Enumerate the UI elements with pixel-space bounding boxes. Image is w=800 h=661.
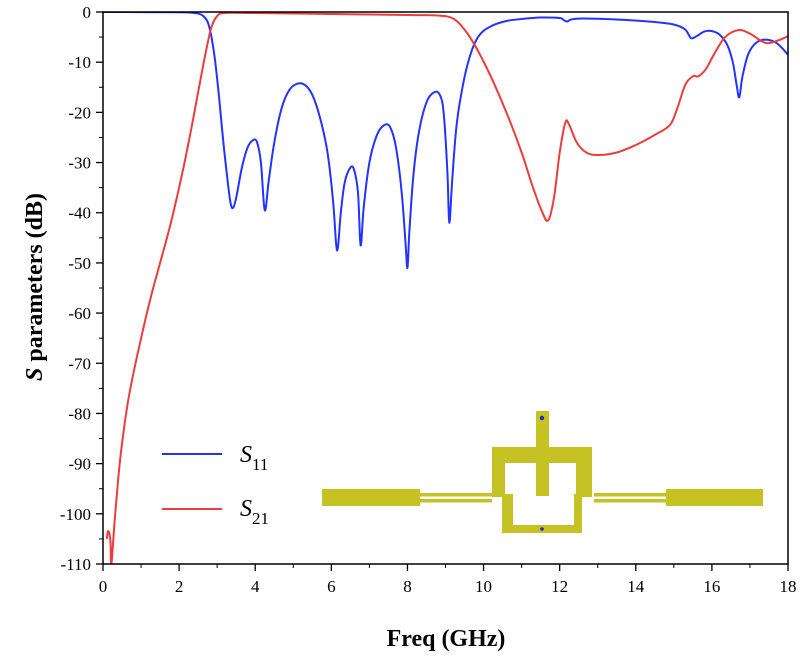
legend-label-s11: S11 xyxy=(240,442,268,474)
right-coupled-line-top xyxy=(594,493,666,497)
y-tick-label: -100 xyxy=(60,505,91,524)
y-tick-label: -110 xyxy=(60,555,91,574)
x-tick-label: 6 xyxy=(327,577,336,596)
center-stub xyxy=(536,448,549,496)
x-axis-title: Freq (GHz) xyxy=(387,626,506,652)
y-tick-label: -30 xyxy=(68,154,91,173)
x-axis-ticks: 0 2 4 6 8 10 12 14 16 18 xyxy=(99,564,797,596)
x-tick-label: 2 xyxy=(175,577,184,596)
legend-label-s21: S21 xyxy=(240,496,269,528)
x-tick-label: 16 xyxy=(703,577,720,596)
legend: S11 S21 xyxy=(162,442,269,528)
right-coupled-line-bottom xyxy=(594,499,666,503)
y-tick-label: -70 xyxy=(68,354,91,373)
plot-frame xyxy=(102,11,789,565)
series-group xyxy=(103,12,788,564)
y-tick-label: -90 xyxy=(68,455,91,474)
y-tick-label: -50 xyxy=(68,254,91,273)
x-tick-label: 0 xyxy=(99,577,108,596)
y-tick-label: -40 xyxy=(68,204,91,223)
series-line-s11 xyxy=(103,12,788,269)
via-top xyxy=(539,415,545,421)
x-tick-label: 12 xyxy=(551,577,568,596)
left-feed-line xyxy=(322,489,420,506)
y-tick-label: -60 xyxy=(68,304,91,323)
series-line-s21 xyxy=(105,12,788,564)
left-coupled-line-bottom xyxy=(420,499,492,503)
y-tick-label: 0 xyxy=(83,3,92,22)
x-tick-label: 10 xyxy=(475,577,492,596)
y-axis-title: S parameters (dB) xyxy=(22,193,48,381)
filter-layout-inset xyxy=(322,411,763,533)
y-tick-label: -80 xyxy=(68,404,91,423)
x-tick-label: 14 xyxy=(627,577,645,596)
y-axis-ticks: 0 -10 -20 -30 -40 -50 -60 -70 -80 -90 -100 -110 xyxy=(60,3,103,574)
x-tick-label: 4 xyxy=(251,577,260,596)
left-coupled-line-top xyxy=(420,493,492,497)
upper-slot xyxy=(505,463,536,494)
y-tick-label: -10 xyxy=(68,53,91,72)
x-tick-label: 18 xyxy=(780,577,797,596)
right-feed-line xyxy=(666,489,763,506)
ring-inner xyxy=(513,494,574,525)
via-bottom xyxy=(540,527,544,531)
upper-slot-right xyxy=(549,463,576,494)
y-tick-label: -20 xyxy=(68,103,91,122)
x-tick-label: 8 xyxy=(403,577,412,596)
stub-top xyxy=(536,411,549,448)
